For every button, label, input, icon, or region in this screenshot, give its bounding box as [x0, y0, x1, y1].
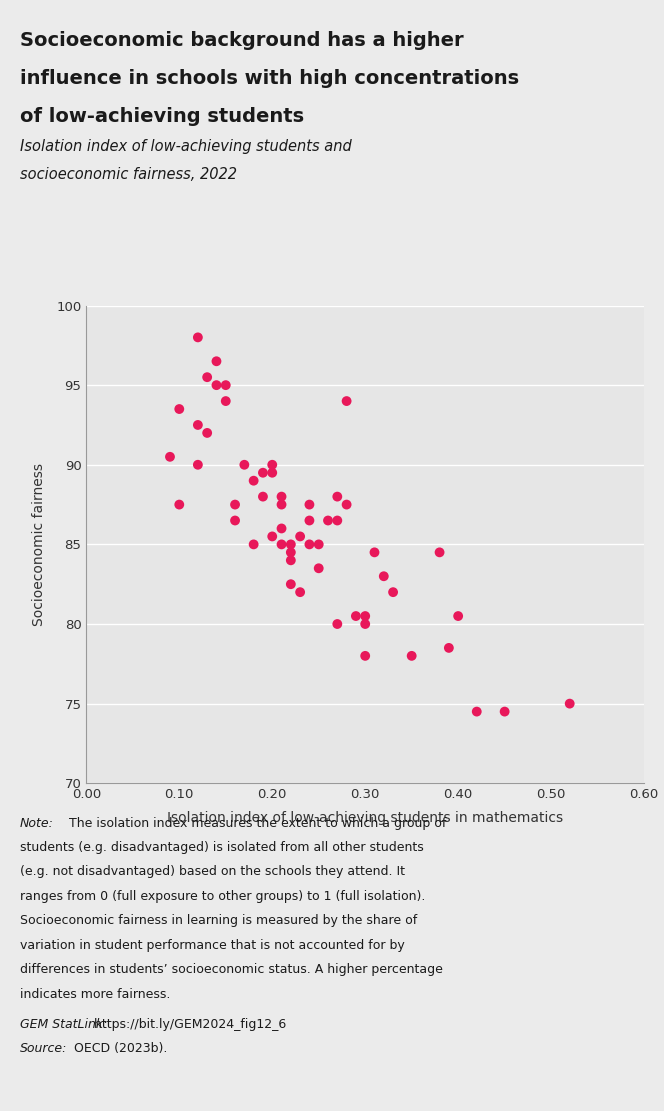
Point: [341, 392, 352, 410]
Point: [313, 560, 324, 578]
Point: [332, 488, 343, 506]
Point: [202, 424, 212, 442]
Text: Isolation index of low-achieving students and: Isolation index of low-achieving student…: [20, 139, 352, 153]
Text: Socioeconomic background has a higher: Socioeconomic background has a higher: [20, 31, 463, 50]
Text: Socioeconomic fairness in learning is measured by the share of: Socioeconomic fairness in learning is me…: [20, 914, 417, 928]
Point: [230, 496, 240, 513]
Point: [332, 512, 343, 530]
Text: indicates more fairness.: indicates more fairness.: [20, 988, 170, 1001]
Text: ranges from 0 (full exposure to other groups) to 1 (full isolation).: ranges from 0 (full exposure to other gr…: [20, 890, 426, 903]
Point: [248, 536, 259, 553]
Text: of low-achieving students: of low-achieving students: [20, 107, 304, 126]
Text: Note:: Note:: [20, 817, 54, 830]
Text: socioeconomic fairness, 2022: socioeconomic fairness, 2022: [20, 167, 237, 181]
Point: [304, 496, 315, 513]
Point: [295, 528, 305, 546]
Point: [295, 583, 305, 601]
Point: [341, 496, 352, 513]
Point: [360, 615, 371, 633]
Point: [174, 400, 185, 418]
Point: [239, 456, 250, 473]
Point: [258, 488, 268, 506]
Point: [286, 551, 296, 569]
Point: [406, 647, 417, 664]
Point: [286, 575, 296, 593]
Point: [453, 607, 463, 624]
Text: differences in students’ socioeconomic status. A higher percentage: differences in students’ socioeconomic s…: [20, 963, 443, 977]
Point: [304, 536, 315, 553]
Point: [230, 512, 240, 530]
Point: [286, 536, 296, 553]
Point: [471, 703, 482, 721]
Point: [369, 543, 380, 561]
Point: [304, 512, 315, 530]
Point: [286, 543, 296, 561]
Point: [165, 448, 175, 466]
Point: [360, 647, 371, 664]
Point: [267, 456, 278, 473]
Point: [313, 536, 324, 553]
Point: [499, 703, 510, 721]
Point: [276, 520, 287, 538]
Point: [360, 607, 371, 624]
Point: [267, 464, 278, 482]
Text: The isolation index measures the extent to which a group of: The isolation index measures the extent …: [65, 817, 446, 830]
Point: [193, 417, 203, 434]
Point: [323, 512, 333, 530]
Point: [202, 369, 212, 387]
Point: [434, 543, 445, 561]
Text: influence in schools with high concentrations: influence in schools with high concentra…: [20, 69, 519, 88]
Point: [276, 536, 287, 553]
Point: [388, 583, 398, 601]
Point: [220, 377, 231, 394]
Text: https://bit.ly/GEM2024_fig12_6: https://bit.ly/GEM2024_fig12_6: [90, 1018, 286, 1031]
Text: (e.g. not disadvantaged) based on the schools they attend. It: (e.g. not disadvantaged) based on the sc…: [20, 865, 405, 879]
Text: Source:: Source:: [20, 1042, 67, 1055]
Point: [276, 488, 287, 506]
Point: [248, 472, 259, 490]
Point: [174, 496, 185, 513]
X-axis label: Isolation index of low-achieving students in mathematics: Isolation index of low-achieving student…: [167, 811, 563, 824]
Text: GEM StatLink:: GEM StatLink:: [20, 1018, 108, 1031]
Text: students (e.g. disadvantaged) is isolated from all other students: students (e.g. disadvantaged) is isolate…: [20, 841, 424, 854]
Point: [211, 377, 222, 394]
Point: [193, 329, 203, 347]
Point: [351, 607, 361, 624]
Point: [193, 456, 203, 473]
Point: [276, 496, 287, 513]
Point: [267, 528, 278, 546]
Y-axis label: Socioeconomic fairness: Socioeconomic fairness: [33, 463, 46, 625]
Text: OECD (2023b).: OECD (2023b).: [70, 1042, 167, 1055]
Point: [564, 694, 575, 712]
Text: variation in student performance that is not accounted for by: variation in student performance that is…: [20, 939, 404, 952]
Point: [220, 392, 231, 410]
Point: [258, 464, 268, 482]
Point: [332, 615, 343, 633]
Point: [444, 639, 454, 657]
Point: [211, 352, 222, 370]
Point: [378, 568, 389, 585]
